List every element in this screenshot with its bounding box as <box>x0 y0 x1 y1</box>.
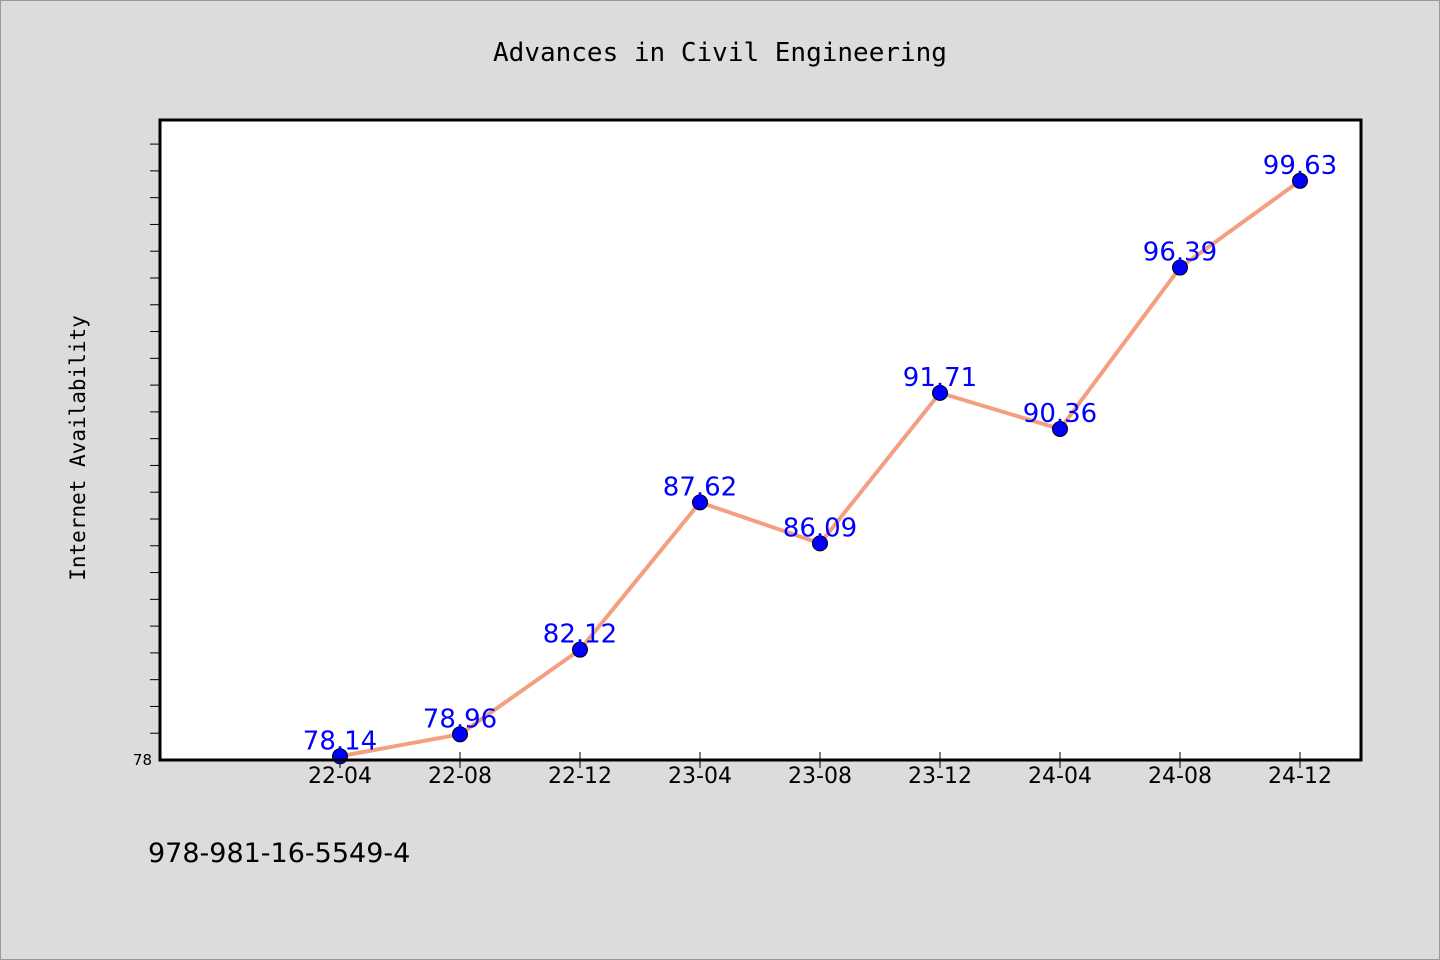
data-label: 78.96 <box>423 704 497 734</box>
x-tick-label: 24-12 <box>1268 764 1332 789</box>
x-tick-label: 23-08 <box>788 764 852 789</box>
data-label: 99.63 <box>1263 151 1337 181</box>
data-point <box>692 494 708 511</box>
plot-area <box>160 120 1361 760</box>
x-tick-label: 24-08 <box>1148 764 1212 789</box>
x-tick-label: 23-12 <box>908 764 972 789</box>
x-tick-label: 22-08 <box>428 764 492 789</box>
x-tick-label: 22-12 <box>548 764 612 789</box>
data-label: 91.71 <box>903 363 977 393</box>
x-axis-ticks: 22-04 22-08 22-12 23-04 23-08 23-12 24-04 24-08… <box>308 752 1332 789</box>
data-label: 78.14 <box>303 726 377 756</box>
data-label: 87.62 <box>663 472 737 502</box>
data-label: 90.36 <box>1023 399 1097 429</box>
data-point <box>1292 172 1308 189</box>
data-point <box>812 535 828 552</box>
x-tick-label: 22-04 <box>308 764 372 789</box>
data-label: 86.09 <box>783 513 857 543</box>
plot-border <box>158 118 1363 762</box>
series-group <box>332 172 1308 765</box>
y-tick-label: 78 <box>133 751 152 769</box>
data-point <box>452 726 468 743</box>
data-point <box>572 641 588 658</box>
data-point <box>932 384 948 401</box>
x-tick-label: 23-04 <box>668 764 732 789</box>
x-tick-label: 24-04 <box>1028 764 1092 789</box>
data-label: 96.39 <box>1143 238 1217 268</box>
chart-title: Advances in Civil Engineering <box>493 38 947 68</box>
data-point <box>1172 259 1188 276</box>
isbn-text: 978-981-16-5549-4 <box>148 838 410 869</box>
data-label-group: 78.14 78.96 82.12 87.62 86.09 91.71 90.36 96.39… <box>303 151 1337 756</box>
data-label: 82.12 <box>543 620 617 650</box>
y-axis-label: Internet Availability <box>66 315 90 581</box>
data-point <box>1052 421 1068 438</box>
y-axis-ticks: 78 <box>133 143 160 769</box>
